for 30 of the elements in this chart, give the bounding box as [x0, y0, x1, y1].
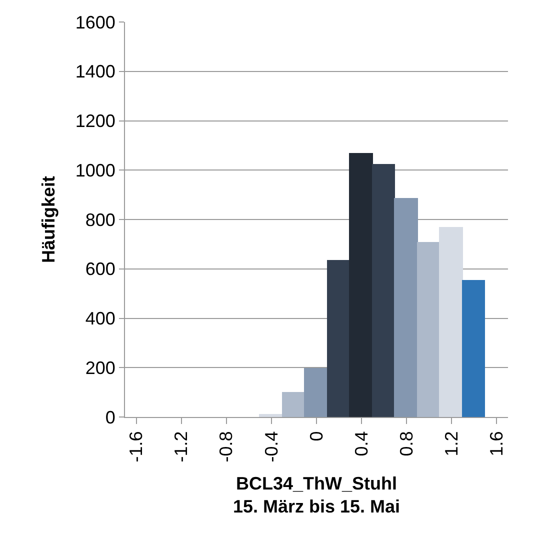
- y-tick-label: 800: [85, 210, 116, 230]
- bar: [282, 392, 305, 417]
- x-tick-label: 1.2: [442, 431, 462, 456]
- x-tick-label: 1.6: [486, 431, 507, 456]
- bar: [462, 280, 485, 417]
- y-tick-label: 200: [85, 358, 116, 378]
- bar: [417, 242, 440, 417]
- y-tick-label: 1200: [75, 111, 116, 132]
- x-tick-label: -0.8: [216, 431, 236, 462]
- y-tick-label: 0: [105, 407, 116, 428]
- x-tick-label: 0.4: [351, 431, 372, 456]
- x-tick-label: -0.4: [261, 431, 282, 462]
- bar: [327, 260, 350, 417]
- bar: [304, 368, 328, 417]
- y-tick-label: 600: [85, 259, 116, 280]
- y-axis-title: Häufigkeit: [38, 176, 59, 264]
- y-tick-label: 1000: [75, 160, 116, 180]
- x-tick-label: -1.6: [126, 431, 146, 462]
- x-tick-label: 0.8: [396, 431, 416, 456]
- x-tick-label: 0: [306, 431, 326, 442]
- bar: [349, 153, 373, 417]
- y-tick-label: 1400: [75, 62, 116, 82]
- bar: [372, 164, 395, 417]
- y-tick-label: 400: [85, 308, 116, 329]
- y-tick-label: 1600: [75, 12, 116, 32]
- x-tick-label: -1.2: [171, 431, 192, 462]
- bar: [439, 227, 463, 417]
- bar: [259, 414, 283, 417]
- x-axis-title: BCL34_ThW_Stuhl 15. März bis 15. Mai: [232, 473, 400, 517]
- bar: [394, 198, 418, 417]
